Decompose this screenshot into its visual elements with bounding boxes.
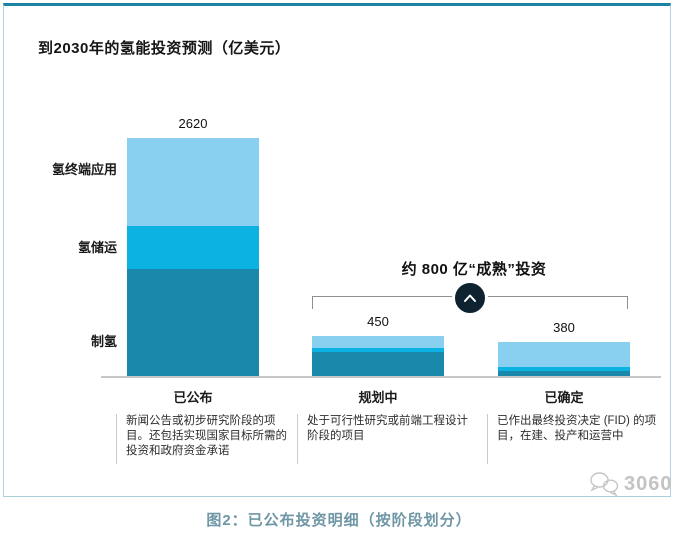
bar-segment-氢终端应用 [312, 335, 444, 348]
note-committed: 已作出最终投资决定 (FID) 的项目，在建、投产和运营中 [487, 414, 663, 464]
axis-label-storage: 氢储运 [77, 240, 117, 255]
x-axis-line [101, 376, 661, 378]
bracket-tick-right [627, 296, 628, 309]
note-announced: 新闻公告或初步研究阶段的项目。还包括实现国家目标所需的投资和政府资金承诺 [116, 414, 292, 464]
chart-card: 到2030年的氢能投资预测（亿美元） 氢终端应用 氢储运 制氢 2620 已公布 4… [3, 3, 673, 497]
watermark: 3060 [588, 471, 673, 497]
stacked-bar-已公布 [127, 138, 259, 377]
stacked-bar-已确定 [498, 342, 630, 377]
bar-segment-氢终端应用 [498, 342, 630, 367]
bar-category-label: 规划中 [358, 390, 398, 405]
note-planning: 处于可行性研究或前端工程设计阶段的项目 [297, 414, 473, 464]
bar-segment-氢终端应用 [127, 138, 259, 226]
bar-segment-制氢 [127, 269, 259, 377]
annotation-text: 约 800 亿“成熟”投资 [401, 261, 547, 278]
chevron-up-icon [452, 280, 488, 316]
axis-label-end-use: 氢终端应用 [51, 162, 117, 177]
bracket-tick-left [312, 296, 313, 309]
speech-bubbles-icon [588, 471, 620, 497]
bar-segment-氢储运 [498, 366, 630, 371]
bar-value-label: 380 [553, 320, 575, 336]
bar-category-label: 已确定 [544, 390, 584, 405]
bar-value-label: 450 [367, 313, 389, 329]
chart-title: 到2030年的氢能投资预测（亿美元） [38, 40, 291, 57]
bar-value-label: 2620 [178, 116, 208, 131]
bar-segment-制氢 [312, 351, 444, 377]
figure-caption: 图2：已公布投资明细（按阶段划分） [206, 512, 472, 529]
bar-segment-氢储运 [127, 225, 259, 270]
bar-segment-制氢 [498, 370, 630, 377]
bar-segment-氢储运 [312, 347, 444, 352]
watermark-text: 3060 [624, 472, 673, 495]
bar-category-label: 已公布 [173, 390, 213, 405]
stacked-bar-规划中 [312, 335, 444, 377]
axis-label-production: 制氢 [90, 334, 117, 349]
